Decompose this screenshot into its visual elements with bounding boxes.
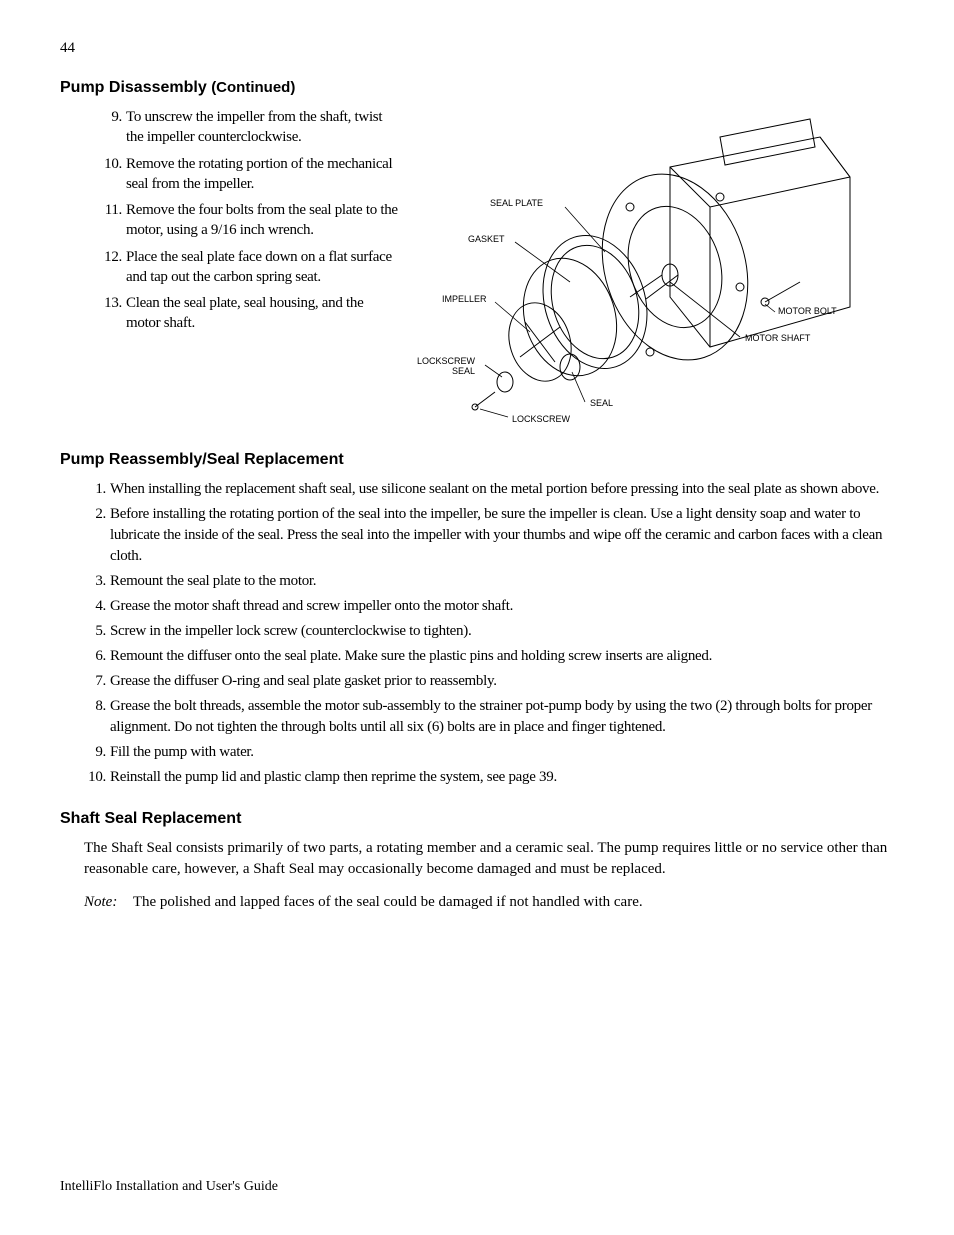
reassembly-item: 10.Reinstall the pump lid and plastic cl… <box>110 767 894 788</box>
label-gasket: GASKET <box>468 235 505 245</box>
pump-exploded-svg <box>420 107 880 427</box>
disassembly-item: 13.Clean the seal plate, seal housing, a… <box>126 293 400 334</box>
list-text: Remove the rotating portion of the mecha… <box>126 156 392 192</box>
list-number: 2. <box>76 504 106 525</box>
reassembly-item: 8.Grease the bolt threads, assemble the … <box>110 696 894 738</box>
section-reassembly: Pump Reassembly/Seal Replacement 1.When … <box>60 451 894 788</box>
reassembly-item: 2.Before installing the rotating portion… <box>110 504 894 567</box>
note-body: The polished and lapped faces of the sea… <box>133 894 643 910</box>
heading-disassembly: Pump Disassembly (Continued) <box>60 79 894 97</box>
label-motor-bolt: MOTOR BOLT <box>778 307 837 317</box>
shaft-seal-body: The Shaft Seal consists primarily of two… <box>84 838 894 880</box>
list-number: 9. <box>76 742 106 763</box>
list-number: 10. <box>92 154 122 174</box>
reassembly-item: 1.When installing the replacement shaft … <box>110 479 894 500</box>
list-text: Remount the diffuser onto the seal plate… <box>110 648 712 664</box>
disassembly-text-col: 9.To unscrew the impeller from the shaft… <box>60 107 400 427</box>
list-number: 8. <box>76 696 106 717</box>
footer-text: IntelliFlo Installation and User's Guide <box>60 1179 278 1195</box>
reassembly-list: 1.When installing the replacement shaft … <box>60 479 894 788</box>
list-text: Remove the four bolts from the seal plat… <box>126 202 398 238</box>
list-number: 12. <box>92 247 122 267</box>
label-lockscrew: LOCKSCREW <box>512 415 570 425</box>
page-number: 44 <box>60 40 894 57</box>
reassembly-item: 9.Fill the pump with water. <box>110 742 894 763</box>
label-lockscrew-seal-l2: SEAL <box>452 366 475 376</box>
list-text: Remount the seal plate to the motor. <box>110 573 316 589</box>
list-number: 7. <box>76 671 106 692</box>
list-text: Clean the seal plate, seal housing, and … <box>126 295 363 331</box>
heading-disassembly-text: Pump Disassembly <box>60 79 207 96</box>
heading-continued: (Continued) <box>211 79 295 96</box>
list-number: 5. <box>76 621 106 642</box>
section-disassembly: Pump Disassembly (Continued) 9.To unscre… <box>60 79 894 427</box>
reassembly-item: 5.Screw in the impeller lock screw (coun… <box>110 621 894 642</box>
list-text: Grease the bolt threads, assemble the mo… <box>110 698 872 735</box>
reassembly-item: 4.Grease the motor shaft thread and scre… <box>110 596 894 617</box>
list-text: Grease the diffuser O-ring and seal plat… <box>110 673 497 689</box>
reassembly-item: 7.Grease the diffuser O-ring and seal pl… <box>110 671 894 692</box>
heading-shaft-seal: Shaft Seal Replacement <box>60 810 894 828</box>
list-number: 13. <box>92 293 122 313</box>
list-text: Place the seal plate face down on a flat… <box>126 249 392 285</box>
disassembly-item: 10.Remove the rotating portion of the me… <box>126 154 400 195</box>
label-impeller: IMPELLER <box>442 295 487 305</box>
section-shaft-seal: Shaft Seal Replacement The Shaft Seal co… <box>60 810 894 911</box>
list-number: 3. <box>76 571 106 592</box>
list-number: 10. <box>76 767 106 788</box>
disassembly-item: 11.Remove the four bolts from the seal p… <box>126 200 400 241</box>
exploded-figure: SEAL PLATE GASKET IMPELLER LOCKSCREW SEA… <box>420 107 894 427</box>
label-seal-plate: SEAL PLATE <box>490 199 543 209</box>
disassembly-item: 12.Place the seal plate face down on a f… <box>126 247 400 288</box>
list-text: Before installing the rotating portion o… <box>110 506 882 564</box>
list-text: Grease the motor shaft thread and screw … <box>110 598 513 614</box>
list-number: 1. <box>76 479 106 500</box>
label-lockscrew-seal: LOCKSCREW SEAL <box>417 357 475 377</box>
list-number: 6. <box>76 646 106 667</box>
shaft-seal-note: Note: The polished and lapped faces of t… <box>84 894 894 911</box>
list-text: Fill the pump with water. <box>110 744 254 760</box>
disassembly-item: 9.To unscrew the impeller from the shaft… <box>126 107 400 148</box>
reassembly-item: 6.Remount the diffuser onto the seal pla… <box>110 646 894 667</box>
disassembly-row: 9.To unscrew the impeller from the shaft… <box>60 107 894 427</box>
list-number: 4. <box>76 596 106 617</box>
label-lockscrew-seal-l1: LOCKSCREW <box>417 356 475 366</box>
disassembly-list: 9.To unscrew the impeller from the shaft… <box>60 107 400 334</box>
reassembly-item: 3.Remount the seal plate to the motor. <box>110 571 894 592</box>
list-text: Screw in the impeller lock screw (counte… <box>110 623 471 639</box>
list-number: 11. <box>92 200 122 220</box>
note-label: Note: <box>84 894 117 910</box>
list-number: 9. <box>92 107 122 127</box>
label-seal: SEAL <box>590 399 613 409</box>
label-motor-shaft: MOTOR SHAFT <box>745 334 810 344</box>
list-text: To unscrew the impeller from the shaft, … <box>126 109 382 145</box>
heading-reassembly: Pump Reassembly/Seal Replacement <box>60 451 894 469</box>
list-text: Reinstall the pump lid and plastic clamp… <box>110 769 557 785</box>
list-text: When installing the replacement shaft se… <box>110 481 879 497</box>
